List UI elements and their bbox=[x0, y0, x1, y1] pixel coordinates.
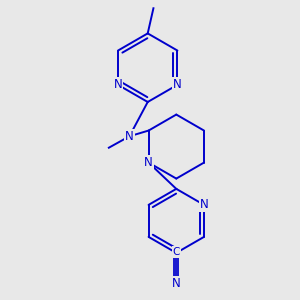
Text: C: C bbox=[172, 247, 180, 257]
Text: N: N bbox=[173, 78, 182, 91]
Text: N: N bbox=[200, 198, 208, 212]
Text: N: N bbox=[144, 156, 153, 169]
Text: N: N bbox=[114, 78, 122, 91]
Text: N: N bbox=[125, 130, 134, 143]
Text: N: N bbox=[172, 277, 181, 290]
